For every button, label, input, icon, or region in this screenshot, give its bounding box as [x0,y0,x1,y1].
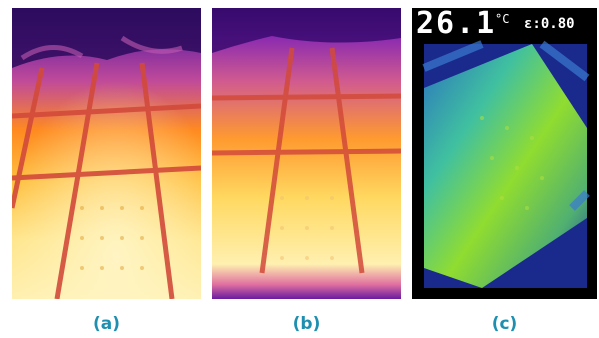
temperature-unit: °C [495,12,510,26]
thermal-image-a [12,8,201,299]
caption-a: (a) [92,314,120,334]
caption-c: (c) [491,314,518,334]
thermal-camera-display-c: 26.1 °C ε:0.80 [412,8,597,299]
emissivity-readout: ε:0.80 [524,16,575,32]
temperature-readout: 26.1 [416,8,497,41]
camera-readout: 26.1 °C ε:0.80 [412,8,597,44]
caption-b: (b) [292,314,321,334]
thermal-image-b [212,8,401,299]
